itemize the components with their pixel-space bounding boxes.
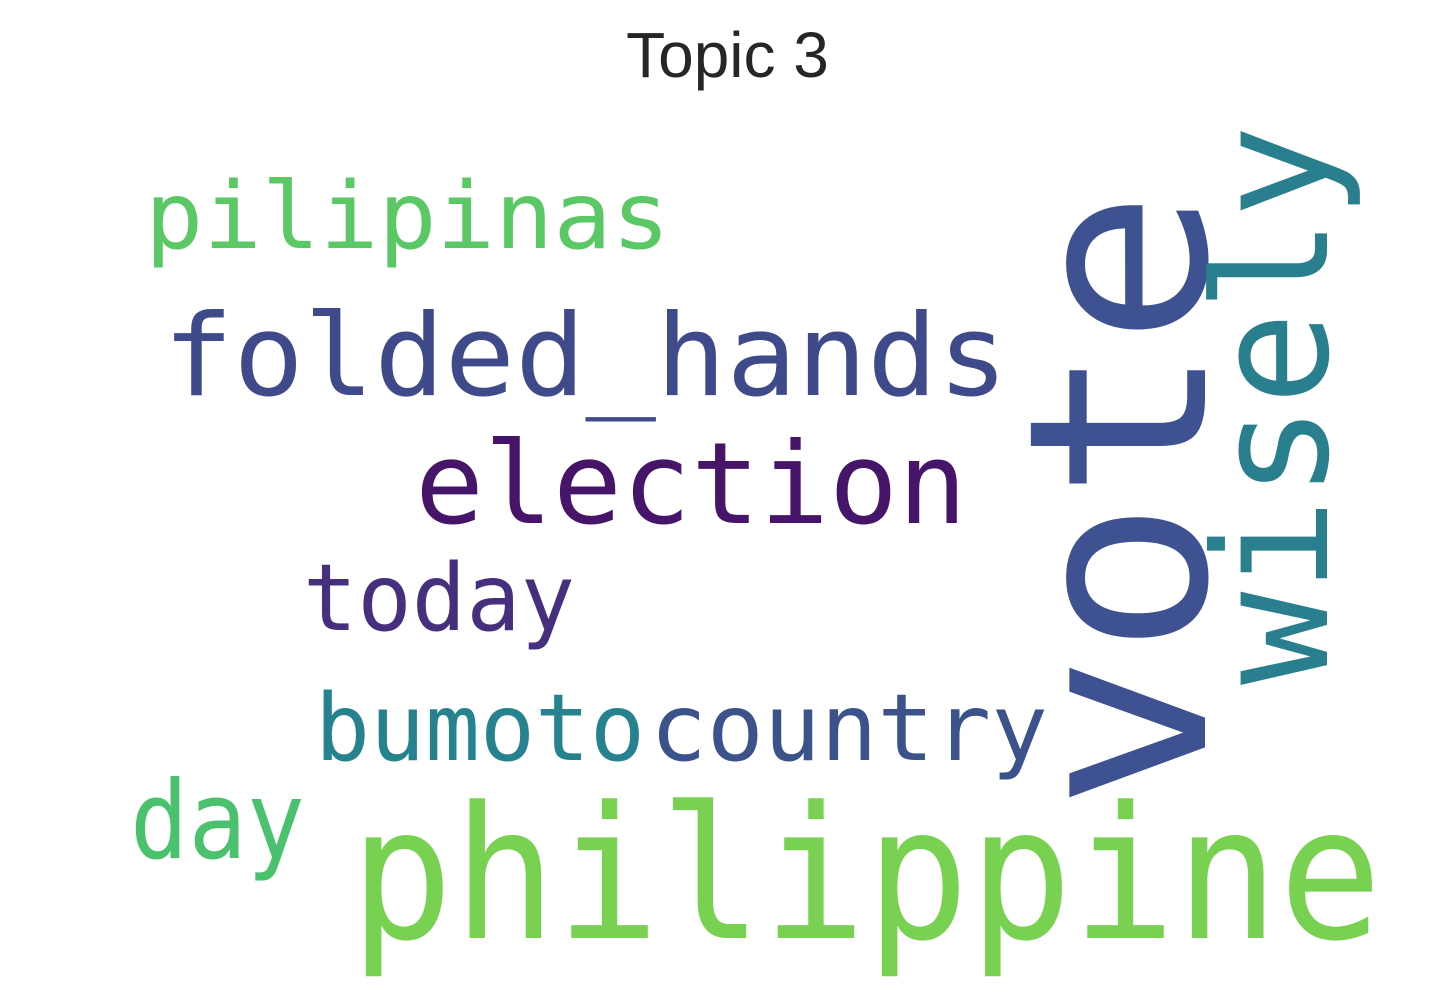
word-day: day bbox=[130, 759, 305, 884]
word-wisely: wisely bbox=[1181, 125, 1365, 685]
word-election: election bbox=[415, 418, 967, 550]
word-bumoto: bumoto bbox=[315, 674, 645, 782]
word-pilipinas: pilipinas bbox=[145, 162, 670, 270]
word-today: today bbox=[303, 544, 575, 652]
word-folded-hands: folded_hands bbox=[163, 290, 1008, 422]
word-philippine: philippine bbox=[350, 768, 1382, 982]
word-country: country bbox=[650, 674, 1048, 782]
word-vote: vote bbox=[976, 190, 1264, 810]
chart-title: Topic 3 bbox=[626, 19, 829, 91]
